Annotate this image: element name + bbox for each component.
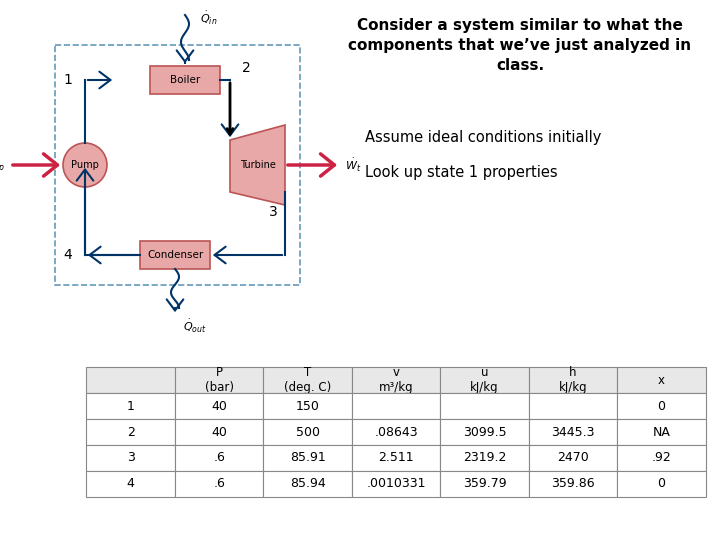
- Text: Consider a system similar to what the
components that we’ve just analyzed in
cla: Consider a system similar to what the co…: [348, 18, 692, 72]
- FancyBboxPatch shape: [140, 241, 210, 269]
- Text: 4: 4: [63, 248, 72, 262]
- Text: Boiler: Boiler: [170, 75, 200, 85]
- Text: Assume ideal conditions initially: Assume ideal conditions initially: [365, 130, 601, 145]
- Text: 1: 1: [63, 73, 72, 87]
- Circle shape: [63, 143, 107, 187]
- Text: $\dot{Q}_{in}$: $\dot{Q}_{in}$: [200, 10, 217, 27]
- Text: $\dot{Q}_{out}$: $\dot{Q}_{out}$: [183, 318, 207, 335]
- Text: $\dot{W}_p$: $\dot{W}_p$: [0, 155, 5, 175]
- Text: Condenser: Condenser: [147, 250, 203, 260]
- Text: Look up state 1 properties: Look up state 1 properties: [365, 165, 557, 180]
- Text: Pump: Pump: [71, 160, 99, 170]
- Text: 3: 3: [269, 205, 278, 219]
- Text: 2: 2: [242, 61, 251, 75]
- Polygon shape: [230, 125, 285, 205]
- Text: $\dot{W}_t$: $\dot{W}_t$: [345, 157, 361, 173]
- FancyBboxPatch shape: [150, 66, 220, 94]
- Text: Turbine: Turbine: [240, 160, 276, 170]
